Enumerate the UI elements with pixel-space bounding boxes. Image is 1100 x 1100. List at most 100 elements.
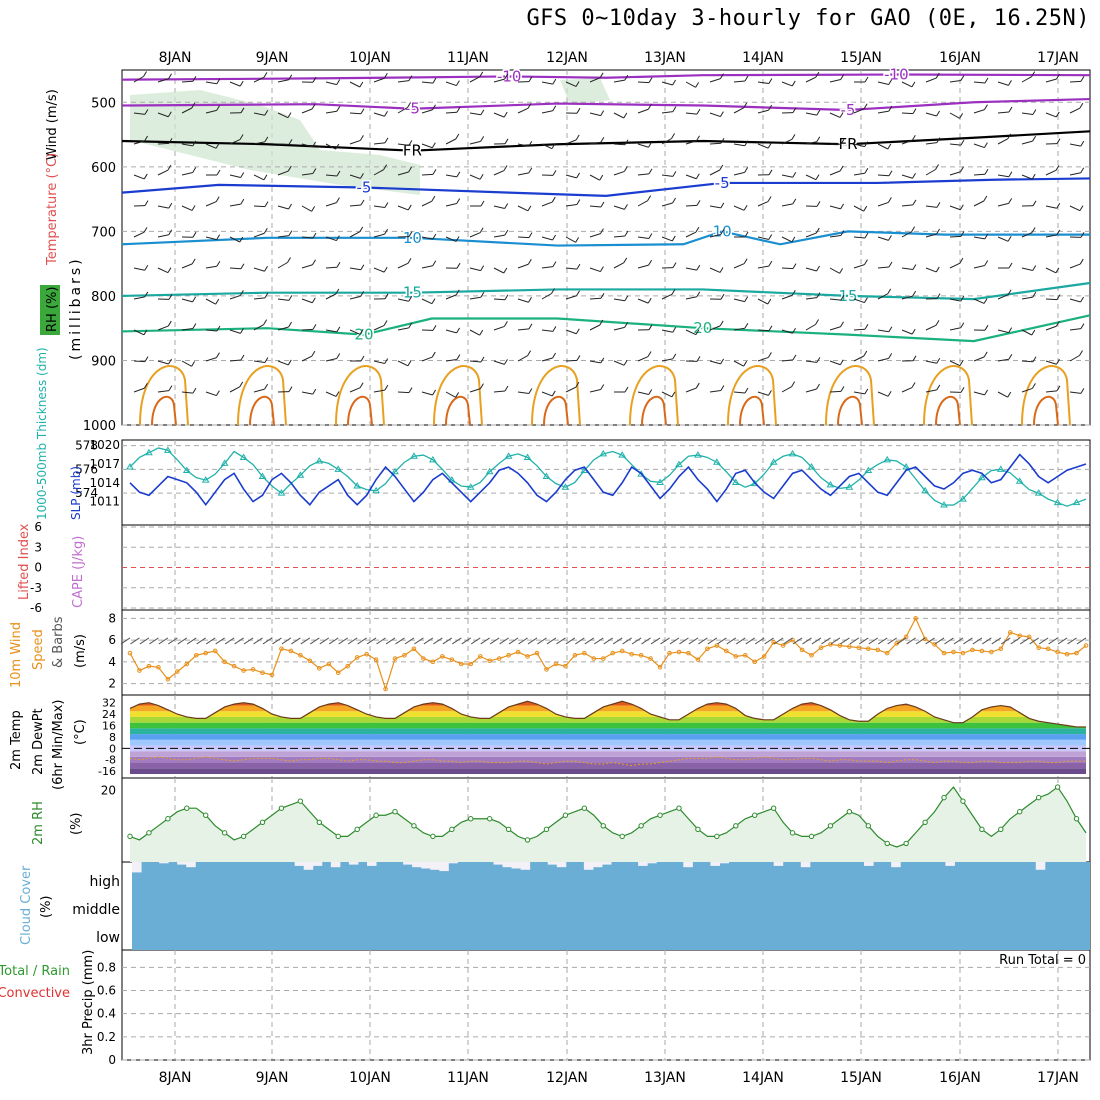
wind-barb-flag bbox=[887, 143, 892, 150]
wind-speed-point bbox=[146, 663, 152, 669]
rh-unit: (%) bbox=[69, 813, 84, 836]
wind-barb-flag bbox=[815, 174, 820, 180]
wind-barb bbox=[366, 637, 377, 645]
wind-barb bbox=[982, 637, 992, 645]
pressure-tick-label: 1000 bbox=[83, 419, 116, 434]
thickness-point bbox=[429, 455, 437, 463]
wind-barb-flag bbox=[888, 261, 893, 268]
temp-band bbox=[130, 728, 1086, 735]
cloud-high-gap bbox=[348, 862, 359, 865]
wind-barb bbox=[373, 77, 385, 83]
wind-barb bbox=[373, 142, 385, 145]
wind-barb-flag bbox=[312, 168, 317, 174]
wind-barb-flag bbox=[744, 323, 749, 329]
wind-barb bbox=[469, 329, 480, 336]
temp-band bbox=[130, 716, 1086, 723]
wind-barb bbox=[781, 329, 793, 334]
wind-barb-flag bbox=[960, 387, 965, 393]
wind-speed-point bbox=[317, 666, 322, 671]
wind-barb bbox=[805, 112, 817, 116]
wind-barb-flag bbox=[912, 264, 917, 270]
wind-barb-flag bbox=[1007, 236, 1012, 242]
thickness-point bbox=[334, 465, 343, 472]
wind-barb-flag bbox=[216, 234, 221, 240]
wind-barb-flag bbox=[863, 205, 868, 212]
wind-barb bbox=[877, 391, 889, 397]
wind-barb bbox=[901, 267, 913, 271]
wind-barb-flag bbox=[167, 164, 172, 171]
wind-barb bbox=[133, 329, 145, 336]
wind-barb bbox=[421, 356, 433, 362]
wind-barb bbox=[541, 266, 553, 269]
wind-barb bbox=[347, 637, 358, 645]
theta-contour bbox=[335, 365, 385, 426]
wind-barb-flag bbox=[263, 227, 268, 234]
wind-barb bbox=[541, 201, 553, 207]
wind-label-unit: (m/s) bbox=[73, 634, 88, 668]
wind-barb bbox=[397, 298, 409, 302]
wind-barb-flag bbox=[504, 385, 509, 392]
wind-barb bbox=[133, 76, 144, 83]
wind-barb-flag bbox=[792, 172, 797, 178]
wind-barb-flag bbox=[575, 328, 580, 335]
wind-barb bbox=[1029, 637, 1039, 645]
wind-speed-point bbox=[156, 664, 161, 670]
thickness-point bbox=[694, 451, 702, 458]
wind-barb bbox=[829, 326, 841, 331]
wind-barb-flag bbox=[287, 257, 291, 263]
theta-contour bbox=[249, 395, 275, 426]
wind-barb-flag bbox=[1080, 167, 1085, 173]
rh-point bbox=[297, 798, 304, 804]
wind-speed-point bbox=[203, 650, 209, 656]
wind-barb-flag bbox=[671, 235, 676, 242]
thickness-point bbox=[258, 472, 267, 479]
wind-barb bbox=[613, 112, 625, 119]
thickness-tick-label: 578 bbox=[75, 439, 98, 453]
pressure-tick-label: 800 bbox=[91, 290, 116, 305]
temperature-contour bbox=[121, 177, 1091, 197]
pressure-tick-label: 700 bbox=[91, 225, 116, 240]
cloud-high-gap bbox=[502, 862, 513, 868]
wind-barb bbox=[853, 108, 865, 114]
date-label-bottom: 8JAN bbox=[159, 1070, 192, 1086]
slp-tick-label: 1020 bbox=[89, 438, 120, 452]
slp-tick-label: 1014 bbox=[89, 476, 120, 490]
wind-barb-flag bbox=[527, 350, 532, 356]
wind-barb bbox=[517, 143, 529, 147]
wind-barb bbox=[805, 76, 817, 83]
rh-point bbox=[240, 833, 247, 840]
temp-band bbox=[130, 756, 1086, 763]
wind-barb bbox=[901, 295, 913, 300]
wind-barb bbox=[906, 637, 916, 645]
wind-barb-flag bbox=[671, 289, 676, 295]
wind-barb bbox=[158, 637, 169, 645]
wind-barb bbox=[469, 232, 481, 238]
wind-barb-flag bbox=[720, 137, 725, 144]
wind-barb bbox=[877, 266, 890, 269]
wind-barb-flag bbox=[383, 320, 388, 326]
precip-tick-label: 0.4 bbox=[97, 1007, 116, 1021]
wind-barb bbox=[469, 360, 482, 363]
wind-barb bbox=[781, 174, 793, 178]
wind-barb-flag bbox=[336, 170, 341, 177]
wind-barb bbox=[949, 327, 961, 331]
wind-barb-flag bbox=[168, 229, 173, 235]
cloud-high-gap bbox=[647, 862, 657, 864]
wind-barb-flag bbox=[503, 165, 508, 171]
thickness-point bbox=[788, 449, 797, 457]
wind-barb-flag bbox=[288, 74, 293, 80]
theta-contour bbox=[1033, 395, 1059, 426]
wind-barb bbox=[133, 140, 145, 145]
wind-barb bbox=[373, 389, 385, 393]
wind-barb-flag bbox=[383, 72, 388, 79]
wind-barb bbox=[1069, 391, 1081, 394]
thickness-point bbox=[675, 460, 683, 468]
wind-barb-flag bbox=[600, 228, 604, 234]
wind-barb-flag bbox=[480, 356, 485, 363]
wind-barb-flag bbox=[192, 323, 197, 329]
wind-barb-flag bbox=[984, 104, 988, 110]
wind-barb bbox=[421, 236, 433, 240]
wind-barb bbox=[397, 262, 409, 269]
wind-barb bbox=[157, 325, 169, 331]
